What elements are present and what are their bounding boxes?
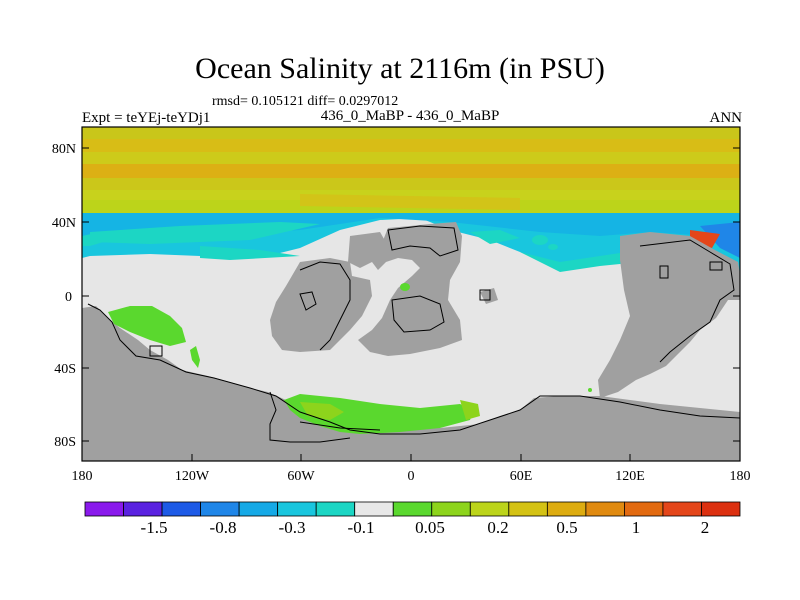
colorbar-swatch: [392, 501, 433, 517]
tick-marks: [81, 147, 741, 461]
lat-label: 0: [65, 290, 72, 305]
colorbar-swatch: [431, 501, 471, 517]
difference-label: 436_0_MaBP - 436_0_MaBP: [320, 108, 500, 124]
northern-salinity-bands: [82, 127, 740, 213]
lon-label: 60W: [287, 469, 315, 484]
colorbar-label: 0.05: [415, 518, 445, 537]
colorbar-swatch: [662, 501, 702, 517]
asia: [598, 232, 740, 398]
lon-label: 180: [72, 469, 93, 484]
lon-label: 0: [408, 469, 415, 484]
colorbar-swatch: [585, 501, 625, 517]
colorbar-swatch: [354, 501, 394, 517]
colorbar-label: -0.8: [210, 518, 237, 537]
season-label: ANN: [709, 110, 743, 126]
land-masses: [82, 222, 740, 461]
lat-label: 80S: [54, 435, 76, 450]
colorbar-swatch: [84, 501, 124, 517]
colorbar-swatch: [315, 501, 356, 517]
south-america: [270, 258, 372, 352]
lon-label: 60E: [510, 469, 533, 484]
colorbar-label: -1.5: [141, 518, 168, 537]
colorbar-label: -0.1: [348, 518, 375, 537]
colorbar-label: 0.2: [487, 518, 508, 537]
lat-label: 40N: [52, 216, 76, 231]
colorbar-swatch: [238, 501, 279, 517]
coastlines: [87, 225, 741, 443]
colorbar-swatch: [701, 501, 741, 517]
colorbar-swatch: [469, 501, 510, 517]
lat-label: 40S: [54, 362, 76, 377]
lat-label: 80N: [52, 142, 76, 157]
colorbar-swatch: [161, 501, 201, 517]
positive-anomaly-patches: [108, 283, 592, 434]
colorbar-label: 1: [632, 518, 641, 537]
colorbar-label: 0.5: [556, 518, 577, 537]
map-title: Ocean Salinity at 2116m (in PSU): [195, 52, 605, 85]
colorbar-swatch: [546, 501, 587, 517]
colorbar: [84, 501, 741, 517]
colorbar-swatch: [508, 501, 548, 517]
lon-label: 120W: [175, 469, 210, 484]
colorbar-swatch: [200, 501, 240, 517]
cyan-salinity-band: [82, 213, 740, 275]
africa: [358, 222, 462, 356]
experiment-label: Expt = teYEj-teYDj1: [82, 110, 211, 126]
colorbar-label: 2: [701, 518, 710, 537]
lon-label: 120E: [615, 469, 645, 484]
west-continent: [82, 306, 740, 461]
colorbar-swatch: [277, 501, 317, 517]
lon-label: 180: [730, 469, 751, 484]
colorbar-swatch: [624, 501, 664, 517]
stats-line: rmsd= 0.105121 diff= 0.0297012: [212, 94, 399, 109]
colorbar-label: -0.3: [279, 518, 306, 537]
colorbar-swatch: [123, 501, 163, 517]
